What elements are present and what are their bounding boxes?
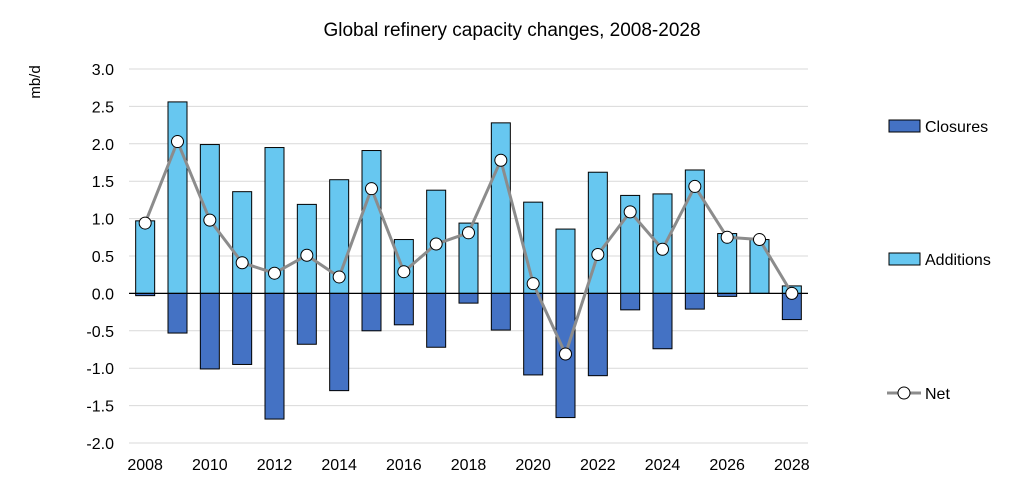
net-point (171, 135, 184, 149)
bar-additions (749, 239, 770, 294)
bar-closures (426, 292, 447, 348)
net-point (623, 205, 637, 219)
net-point (688, 179, 702, 193)
y-tick-label: 2.0 (92, 137, 114, 154)
net-point (332, 270, 346, 284)
x-tick-label: 2014 (321, 457, 357, 474)
bar-closures (264, 292, 285, 420)
y-tick-label: 2.5 (92, 99, 114, 116)
bar-closures (393, 292, 414, 326)
legend-swatch-net-marker (897, 386, 911, 400)
net-point (559, 347, 572, 361)
bar-closures (329, 292, 350, 392)
net-point (785, 286, 799, 300)
bar-additions (555, 228, 576, 294)
bar-closures (620, 292, 641, 311)
y-tick-label: 0.0 (92, 286, 114, 303)
x-tick-label: 2010 (192, 457, 228, 474)
bar-closures (684, 292, 705, 310)
y-tick-label: 1.0 (92, 212, 114, 229)
legend-label-net: Net (925, 386, 950, 403)
legend-swatch-additions (888, 252, 921, 266)
y-axis-label: mb/d (27, 65, 44, 98)
net-point (462, 226, 475, 240)
x-tick-label: 2024 (645, 457, 681, 474)
bar-additions (361, 150, 382, 294)
net-point (203, 213, 217, 227)
bar-closures (199, 292, 220, 370)
y-tick-label: 1.5 (92, 174, 114, 191)
bar-closures (296, 292, 317, 345)
net-point (656, 242, 669, 256)
net-point (753, 233, 766, 247)
net-point (365, 182, 378, 196)
bar-additions (135, 220, 156, 294)
x-tick-label: 2018 (451, 457, 487, 474)
bar-closures (587, 292, 608, 377)
net-point (235, 256, 249, 270)
y-tick-label: -2.0 (86, 436, 114, 453)
x-tick-label: 2026 (709, 457, 745, 474)
bar-closures (458, 292, 479, 304)
bar-closures (232, 292, 253, 365)
y-tick-label: -1.5 (86, 399, 114, 416)
bar-closures (490, 292, 511, 331)
y-tick-label: -1.0 (86, 361, 114, 378)
bar-closures (652, 292, 673, 350)
legend-label-additions: Additions (925, 252, 991, 269)
bar-closures (523, 292, 544, 376)
x-tick-label: 2008 (127, 457, 163, 474)
chart-title: Global refinery capacity changes, 2008-2… (323, 20, 700, 41)
bar-closures (361, 292, 382, 332)
net-point (268, 266, 281, 280)
x-tick-label: 2016 (386, 457, 422, 474)
net-point (494, 153, 508, 167)
net-point (429, 237, 443, 251)
bars (135, 101, 802, 420)
x-tick-label: 2012 (257, 457, 293, 474)
y-tick-label: -0.5 (86, 324, 114, 341)
net-point (397, 265, 411, 279)
x-tick-label: 2022 (580, 457, 616, 474)
x-tick-label: 2020 (515, 457, 551, 474)
x-axis: 2008 2010 2012 2014 2016 2018 2020 2022 2024 2026… (127, 457, 809, 474)
x-tick-label: 2028 (774, 457, 810, 474)
y-tick-label: 0.5 (92, 249, 114, 266)
bar-additions (232, 191, 253, 294)
net-point (591, 248, 605, 262)
net-series (138, 135, 799, 361)
legend-label-closures: Closures (925, 119, 988, 136)
bar-closures (167, 292, 188, 334)
bar-additions (490, 122, 511, 294)
net-point (526, 277, 540, 291)
y-axis: -2.0 -1.5 -1.0 -0.5 0.0 0.5 1.0 1.5 2.0 2.5 3.0 (86, 62, 114, 453)
bar-additions (167, 101, 188, 294)
legend: Closures Additions Net (887, 119, 991, 403)
net-point (300, 248, 314, 262)
legend-swatch-closures (888, 119, 921, 133)
y-tick-label: 3.0 (92, 62, 114, 79)
net-point (720, 230, 734, 244)
net-point (138, 216, 152, 230)
